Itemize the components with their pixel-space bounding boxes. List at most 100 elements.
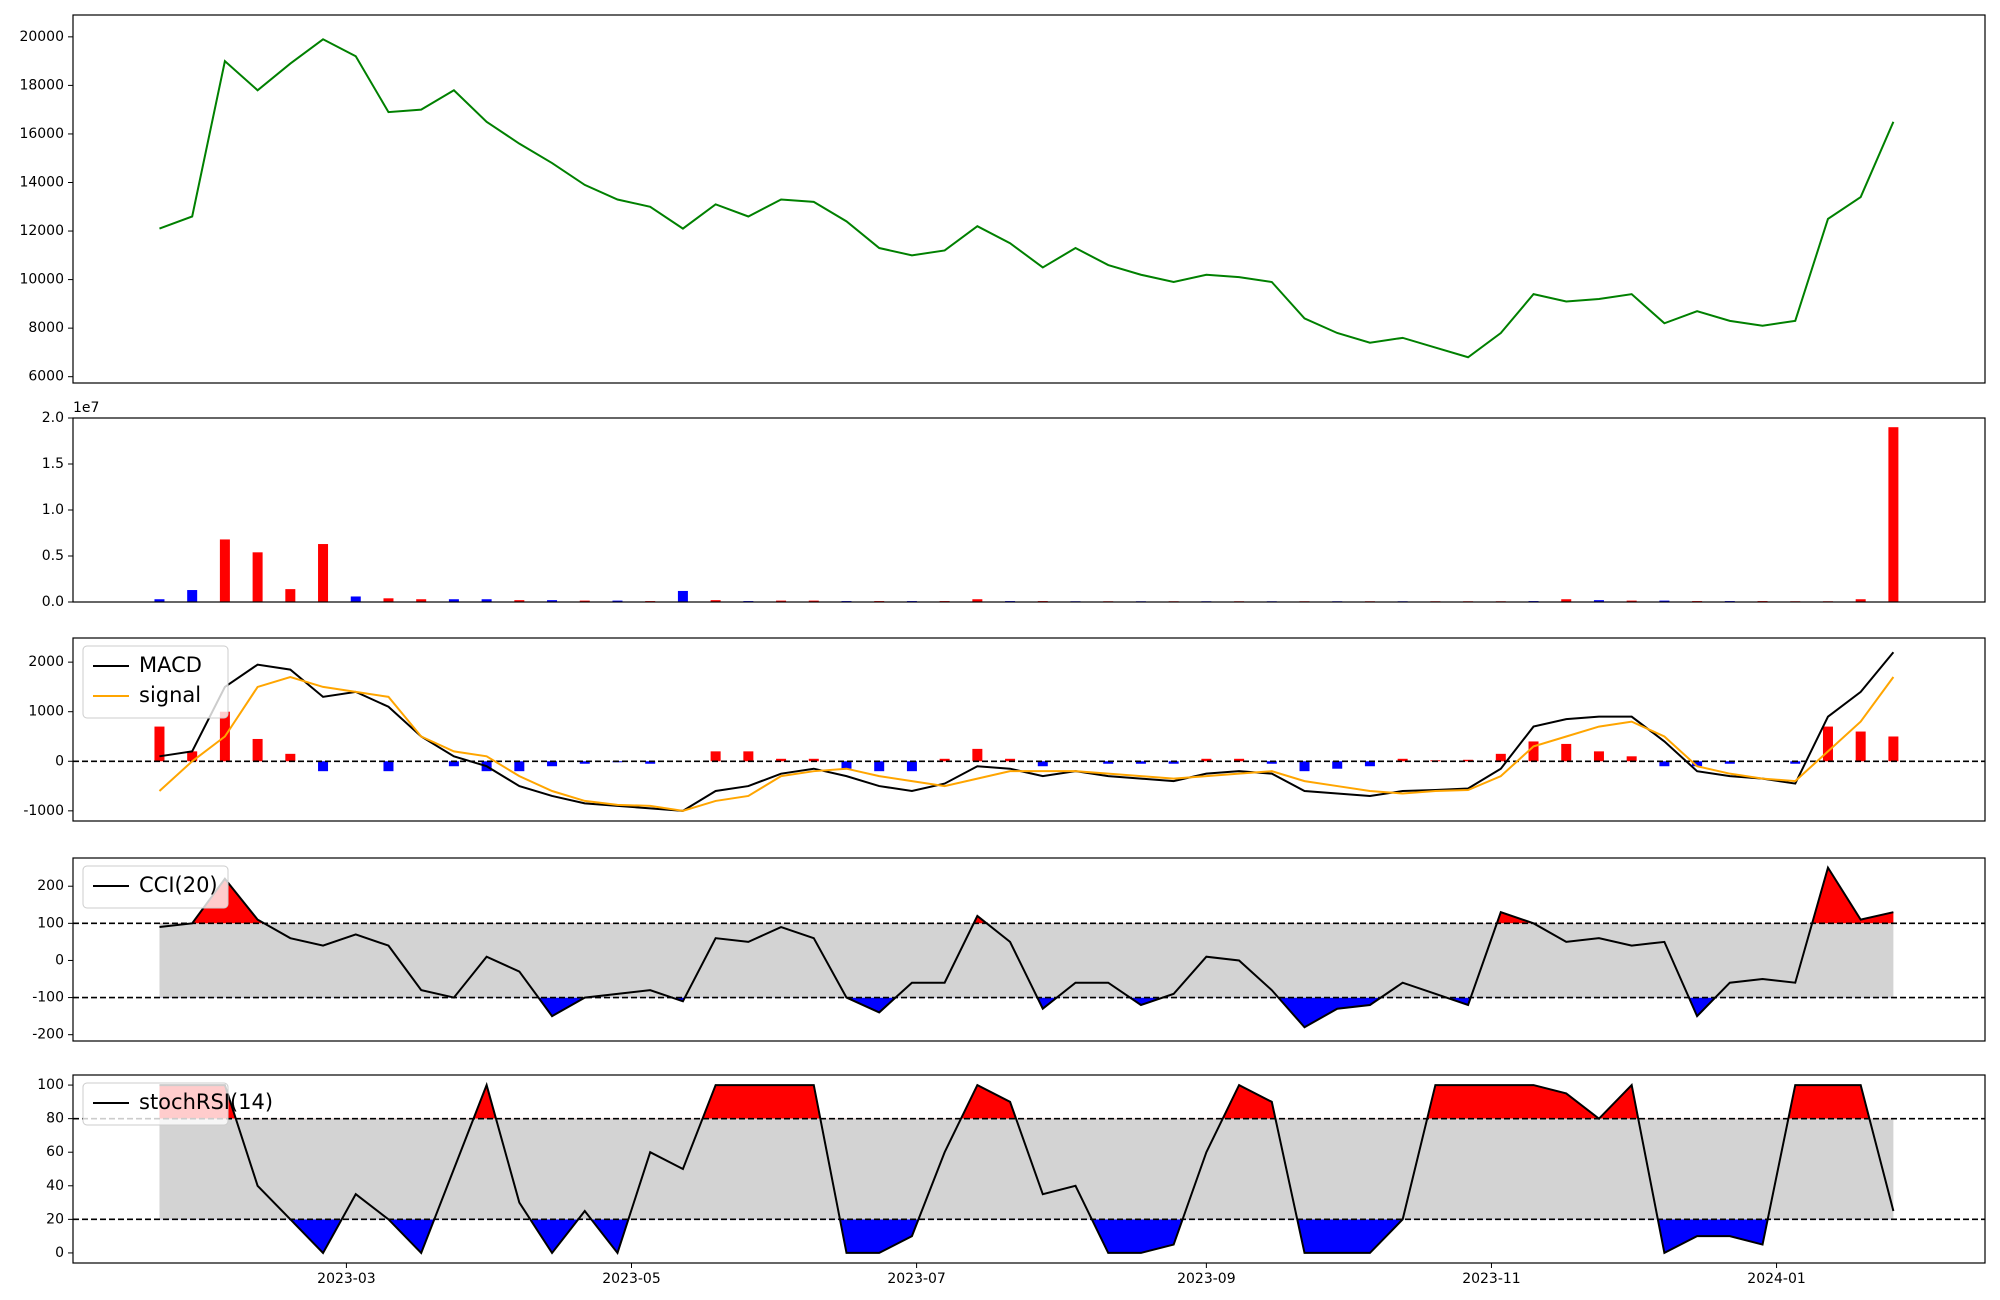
legend-label: MACD xyxy=(139,653,202,677)
histogram-bar xyxy=(1495,753,1506,762)
y-tick-label: 0 xyxy=(55,753,64,769)
y-tick-label: 100 xyxy=(37,915,64,931)
panel: -1000 0 1000 2000 MACD signal xyxy=(23,637,1986,822)
volume-bar xyxy=(1626,600,1637,602)
y-tick-label: 12000 xyxy=(19,223,64,239)
y-tick-label: -100 xyxy=(32,990,64,1006)
histogram-bar xyxy=(1593,751,1604,762)
series-line xyxy=(158,675,1895,812)
histogram-bar xyxy=(318,761,329,772)
histogram-bar xyxy=(448,761,459,767)
y-tick-label: 18000 xyxy=(19,77,64,93)
volume-bar xyxy=(285,589,296,602)
volume-bar xyxy=(710,600,721,602)
y-tick-label: 0.0 xyxy=(42,594,64,610)
histogram-bar xyxy=(252,738,263,762)
histogram-bar xyxy=(514,761,525,772)
volume-bar xyxy=(1561,599,1572,602)
legend: stochRSI(14) xyxy=(82,1082,273,1126)
y-tick-label: 0.5 xyxy=(42,548,64,564)
plot-frame xyxy=(72,1074,1986,1264)
plot-frame xyxy=(72,14,1986,384)
volume-bar xyxy=(219,539,230,602)
histogram-bar xyxy=(1528,741,1539,762)
histogram-bar xyxy=(710,751,721,762)
histogram-bar xyxy=(1855,731,1866,762)
histogram-bar xyxy=(1332,761,1343,769)
volume-bar xyxy=(1888,427,1899,602)
volume-bar xyxy=(1855,599,1866,602)
volume-bar xyxy=(318,544,329,602)
histogram-bar xyxy=(1626,756,1637,762)
volume-bar xyxy=(481,599,492,602)
series-line xyxy=(159,38,1895,359)
legend-label: signal xyxy=(139,683,201,707)
x-tick-label: 2024-01 xyxy=(1747,1271,1806,1287)
histogram-bar xyxy=(1234,758,1245,762)
legend: CCI(20) xyxy=(82,865,229,909)
histogram-bar xyxy=(154,726,165,762)
volume-bar xyxy=(677,590,688,602)
histogram-bar xyxy=(1692,761,1703,767)
volume-bar xyxy=(383,598,394,602)
neutral-band xyxy=(159,1118,1894,1220)
histogram-bar xyxy=(547,761,558,767)
y-tick-label: -200 xyxy=(32,1027,64,1043)
x-tick-label: 2023-11 xyxy=(1462,1271,1521,1287)
y-tick-label: 200 xyxy=(37,878,64,894)
volume-bar xyxy=(514,600,525,602)
volume-bar xyxy=(1593,600,1604,602)
volume-bar xyxy=(579,600,590,602)
histogram-bar xyxy=(383,761,394,772)
histogram-bar xyxy=(1790,761,1801,764)
histogram-bar xyxy=(1724,761,1735,764)
y-tick-label: 60 xyxy=(46,1144,64,1160)
histogram-bar xyxy=(1005,758,1016,762)
histogram-bar xyxy=(1561,743,1572,762)
x-tick-label: 2023-09 xyxy=(1177,1271,1236,1287)
y-tick-label: 6000 xyxy=(28,369,64,385)
histogram-bar xyxy=(1135,761,1146,764)
legend-box xyxy=(82,645,229,719)
histogram-bar xyxy=(776,758,787,762)
histogram-bar xyxy=(1299,761,1310,772)
y-tick-label: 20000 xyxy=(19,29,64,45)
plot-frame xyxy=(72,857,1986,1042)
y-tick-label: 40 xyxy=(46,1178,64,1194)
y-tick-label: 2000 xyxy=(28,654,64,670)
histogram-bar xyxy=(972,748,983,762)
histogram-bar xyxy=(1822,726,1833,762)
volume-bar xyxy=(808,600,819,602)
histogram-bar xyxy=(1168,761,1179,764)
legend-box xyxy=(82,865,229,909)
volume-bar xyxy=(252,552,263,602)
volume-bar xyxy=(547,600,558,602)
panel: 0.0 0.5 1.0 1.5 2.0 1e7 xyxy=(42,400,1986,610)
histogram-bar xyxy=(1037,761,1048,767)
plot-frame xyxy=(72,417,1986,603)
y-tick-label: 100 xyxy=(37,1077,64,1093)
y-tick-label: 0 xyxy=(55,952,64,968)
y-tick-label: -1000 xyxy=(23,803,64,819)
y-tick-label: 0 xyxy=(55,1245,64,1261)
volume-bar xyxy=(350,596,361,602)
y-tick-label: 1.0 xyxy=(42,502,64,518)
volume-bar xyxy=(154,599,165,602)
x-tick-label: 2023-05 xyxy=(602,1271,661,1287)
y-tick-label: 10000 xyxy=(19,272,64,288)
series-line xyxy=(159,1081,1895,1256)
histogram-bar xyxy=(1364,761,1375,767)
histogram-bar xyxy=(906,761,917,772)
histogram-bar xyxy=(841,761,852,769)
x-tick-label: 2023-07 xyxy=(887,1271,946,1287)
histogram-bar xyxy=(1201,758,1212,762)
neutral-band xyxy=(159,923,1894,998)
series-line xyxy=(159,865,1894,1029)
histogram-bar xyxy=(1659,761,1670,767)
x-tick-label: 2023-03 xyxy=(317,1271,376,1287)
overbought-fill xyxy=(159,1085,1894,1119)
legend-label: CCI(20) xyxy=(139,873,218,897)
y-offset-label: 1e7 xyxy=(73,400,99,416)
volume-bar xyxy=(448,599,459,602)
